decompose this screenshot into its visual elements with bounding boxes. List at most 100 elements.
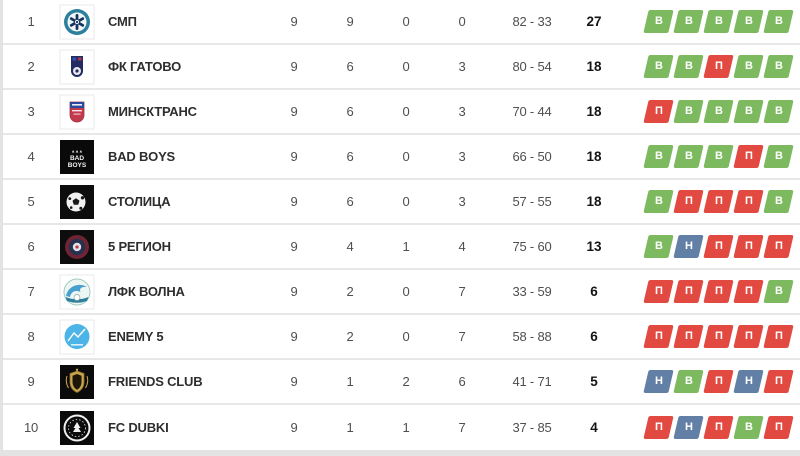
form-badge-win[interactable]: В: [763, 10, 794, 33]
team-name[interactable]: ЛФК ВОЛНА: [108, 284, 185, 299]
form-badge-loss[interactable]: П: [643, 100, 674, 123]
points-cell: 27: [586, 14, 602, 29]
form-badge-loss[interactable]: П: [673, 190, 704, 213]
team-name[interactable]: FRIENDS CLUB: [108, 374, 203, 389]
form-badge-loss[interactable]: П: [763, 416, 794, 439]
form-badge-loss[interactable]: П: [733, 190, 764, 213]
form-badge-draw[interactable]: Н: [673, 416, 704, 439]
form-badge-loss[interactable]: П: [733, 235, 764, 258]
points-cell: 4: [590, 420, 598, 435]
points-cell: 5: [590, 374, 598, 389]
position-cell: 10: [23, 420, 39, 435]
games-played-cell: 9: [290, 374, 298, 389]
form-badge-letter: П: [684, 195, 693, 207]
form-badge-win[interactable]: В: [703, 100, 734, 123]
team-name[interactable]: FC DUBKI: [108, 420, 169, 435]
form-badge-letter: В: [744, 15, 753, 27]
form-badge-loss[interactable]: П: [643, 325, 674, 348]
form-badge-letter: В: [654, 195, 663, 207]
form-badge-loss[interactable]: П: [703, 325, 734, 348]
form-badge-draw[interactable]: Н: [733, 370, 764, 393]
form-badge-loss[interactable]: П: [643, 280, 674, 303]
table-row[interactable]: 5 СТОЛИЦА 9 6 0 3 57 - 55 18 В П П П В: [3, 180, 800, 225]
table-row[interactable]: 1 СМП 9 9 0 0 82 - 33 27 В В В В В: [3, 0, 800, 45]
points-cell: 18: [586, 104, 602, 119]
team-name[interactable]: СТОЛИЦА: [108, 194, 171, 209]
table-row[interactable]: 9 FRIENDS CLUB 9 1 2 6 41 - 71 5 Н В П Н П: [3, 360, 800, 405]
position-cell: 8: [27, 329, 35, 344]
table-row[interactable]: 4 ▴ ▴ ▴ BAD BOYS BAD BOYS 9 6 0 3 66 - 50 …: [3, 135, 800, 180]
form-badge-win[interactable]: В: [703, 145, 734, 168]
form-badge-win[interactable]: В: [763, 100, 794, 123]
form-badge-loss[interactable]: П: [643, 416, 674, 439]
form-badge-loss[interactable]: П: [703, 190, 734, 213]
form-badge-loss[interactable]: П: [763, 370, 794, 393]
form-badge-win[interactable]: В: [763, 145, 794, 168]
form-badge-draw[interactable]: Н: [673, 235, 704, 258]
wins-cell: 1: [346, 420, 354, 435]
team-name[interactable]: СМП: [108, 14, 137, 29]
position-cell: 4: [27, 149, 35, 164]
draws-cell: 1: [402, 420, 410, 435]
form-badge-win[interactable]: В: [643, 190, 674, 213]
table-row[interactable]: 3 МИНСКТРАНС 9 6 0 3 70 - 44 18 П В В В В: [3, 90, 800, 135]
form-badge-loss[interactable]: П: [733, 145, 764, 168]
wins-cell: 6: [346, 149, 354, 164]
points-cell: 6: [590, 284, 598, 299]
form-badge-win[interactable]: В: [673, 370, 704, 393]
table-row[interactable]: 2 ФК ГАТОВО 9 6 0 3 80 - 54 18 В В П В В: [3, 45, 800, 90]
form-badge-win[interactable]: В: [673, 10, 704, 33]
form-badge-win[interactable]: В: [763, 280, 794, 303]
team-name[interactable]: BAD BOYS: [108, 149, 176, 164]
form-badge-win[interactable]: В: [733, 416, 764, 439]
wins-cell: 1: [346, 374, 354, 389]
form-badge-win[interactable]: В: [703, 10, 734, 33]
form-badge-loss[interactable]: П: [703, 370, 734, 393]
form-badge-loss[interactable]: П: [703, 416, 734, 439]
team-name[interactable]: 5 РЕГИОН: [108, 239, 171, 254]
points-cell: 18: [586, 194, 602, 209]
form-badge-loss[interactable]: П: [703, 55, 734, 78]
position-cell: 1: [27, 14, 35, 29]
form-badge-win[interactable]: В: [673, 100, 704, 123]
form-badge-win[interactable]: В: [733, 100, 764, 123]
form-badge-letter: П: [714, 285, 723, 297]
svg-text:BOYS: BOYS: [68, 162, 87, 169]
losses-cell: 3: [458, 194, 466, 209]
form-badge-win[interactable]: В: [763, 55, 794, 78]
form-badge-letter: В: [774, 15, 783, 27]
form-badge-win[interactable]: В: [733, 55, 764, 78]
form-badge-win[interactable]: В: [673, 145, 704, 168]
form-badge-win[interactable]: В: [643, 55, 674, 78]
table-row[interactable]: 10 FC DUBKI 9 1 1 7 37 - 85 4 П Н П В П: [3, 405, 800, 450]
form-badge-loss[interactable]: П: [703, 280, 734, 303]
form-badge-loss[interactable]: П: [763, 235, 794, 258]
form-badge-letter: В: [654, 240, 663, 252]
team-logo: [59, 319, 95, 355]
form-badge-loss[interactable]: П: [673, 325, 704, 348]
form-badge-letter: П: [654, 330, 663, 342]
team-name[interactable]: ФК ГАТОВО: [108, 59, 182, 74]
team-name[interactable]: ENEMY 5: [108, 329, 164, 344]
losses-cell: 3: [458, 149, 466, 164]
table-row[interactable]: 6 5 РЕГИОН 9 4 1 4 75 - 60 13 В Н П П П: [3, 225, 800, 270]
form-badge-draw[interactable]: Н: [643, 370, 674, 393]
form-badge-loss[interactable]: П: [733, 280, 764, 303]
form-badge-win[interactable]: В: [673, 55, 704, 78]
form-badge-win[interactable]: В: [643, 145, 674, 168]
form-badge-win[interactable]: В: [643, 235, 674, 258]
region5-logo-icon: [60, 229, 94, 264]
form-badge-win[interactable]: В: [763, 190, 794, 213]
form-badge-loss[interactable]: П: [763, 325, 794, 348]
form-badge-loss[interactable]: П: [673, 280, 704, 303]
form-badge-letter: П: [714, 330, 723, 342]
form-badge-win[interactable]: В: [733, 10, 764, 33]
form-badge-letter: П: [654, 285, 663, 297]
team-name[interactable]: МИНСКТРАНС: [108, 104, 197, 119]
position-cell: 3: [27, 104, 35, 119]
form-badge-loss[interactable]: П: [703, 235, 734, 258]
table-row[interactable]: 8 ENEMY 5 9 2 0 7 58 - 88 6 П П П П П: [3, 315, 800, 360]
table-row[interactable]: 7 ЛФК ВОЛНА 9 2 0 7 33 - 59 6 П П П П В: [3, 270, 800, 315]
form-badge-win[interactable]: В: [643, 10, 674, 33]
form-badge-loss[interactable]: П: [733, 325, 764, 348]
